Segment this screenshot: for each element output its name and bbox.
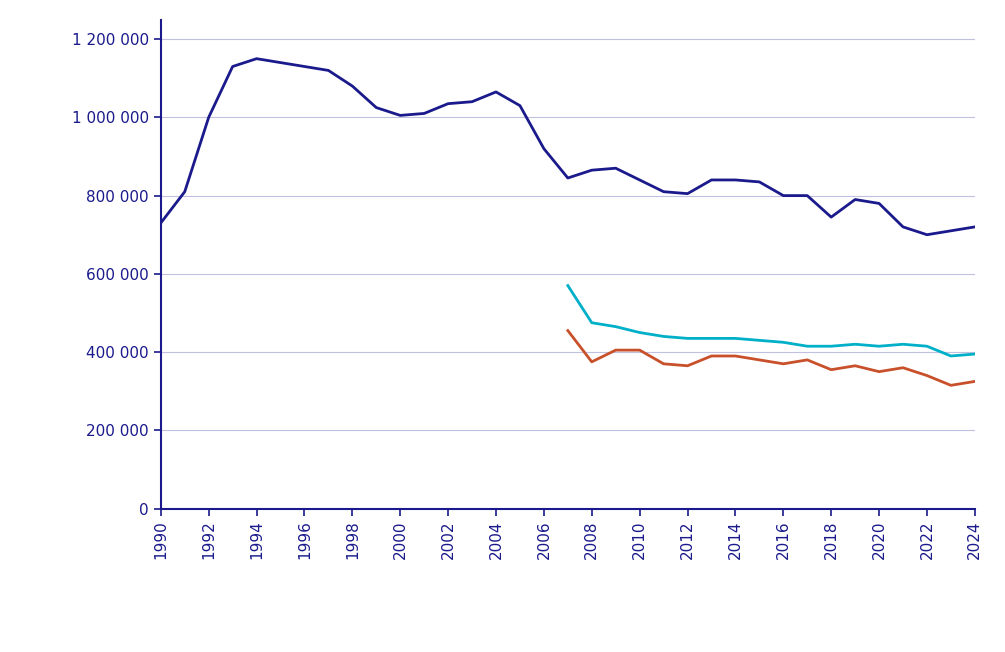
Total: [945, 227, 957, 235]
Women: [610, 323, 622, 331]
Total: [730, 176, 742, 184]
Women: [849, 340, 861, 348]
Women: [706, 334, 718, 342]
Men: [681, 362, 693, 370]
Total: [849, 196, 861, 203]
Line: Total: Total: [161, 59, 975, 235]
Total: [681, 190, 693, 198]
Men: [562, 327, 574, 334]
Men: [801, 356, 813, 364]
Total: [825, 213, 837, 221]
Men: [586, 358, 598, 366]
Total: [490, 88, 502, 96]
Women: [657, 333, 669, 340]
Total: [873, 200, 885, 207]
Total: [418, 110, 430, 117]
Men: [610, 346, 622, 354]
Women: [562, 282, 574, 289]
Total: [323, 67, 335, 74]
Total: [657, 188, 669, 196]
Men: [730, 352, 742, 360]
Total: [274, 59, 286, 67]
Total: [801, 192, 813, 200]
Total: [394, 111, 406, 119]
Total: [347, 82, 359, 90]
Total: [969, 223, 981, 231]
Total: [370, 104, 382, 111]
Men: [897, 364, 910, 372]
Men: [706, 352, 718, 360]
Total: [610, 164, 622, 172]
Women: [969, 350, 981, 358]
Total: [538, 145, 550, 153]
Total: [466, 98, 478, 106]
Total: [155, 219, 167, 227]
Total: [203, 113, 215, 121]
Women: [873, 342, 885, 350]
Women: [921, 342, 933, 350]
Total: [754, 178, 766, 186]
Total: [250, 55, 262, 63]
Line: Women: Women: [568, 286, 975, 356]
Women: [825, 342, 837, 350]
Total: [706, 176, 718, 184]
Men: [777, 360, 789, 368]
Men: [873, 368, 885, 376]
Total: [586, 166, 598, 174]
Women: [754, 336, 766, 344]
Total: [514, 102, 526, 110]
Total: [442, 100, 454, 108]
Total: [226, 63, 238, 70]
Women: [945, 352, 957, 360]
Women: [897, 340, 910, 348]
Men: [657, 360, 669, 368]
Total: [921, 231, 933, 239]
Line: Men: Men: [568, 331, 975, 385]
Men: [921, 372, 933, 379]
Women: [633, 329, 645, 336]
Men: [825, 366, 837, 374]
Total: [897, 223, 910, 231]
Total: [633, 176, 645, 184]
Women: [586, 319, 598, 327]
Men: [945, 381, 957, 389]
Men: [969, 378, 981, 385]
Men: [633, 346, 645, 354]
Total: [179, 188, 191, 196]
Total: [298, 63, 311, 70]
Women: [681, 334, 693, 342]
Women: [730, 334, 742, 342]
Men: [754, 356, 766, 364]
Women: [801, 342, 813, 350]
Total: [562, 174, 574, 182]
Total: [777, 192, 789, 200]
Men: [849, 362, 861, 370]
Women: [777, 338, 789, 346]
